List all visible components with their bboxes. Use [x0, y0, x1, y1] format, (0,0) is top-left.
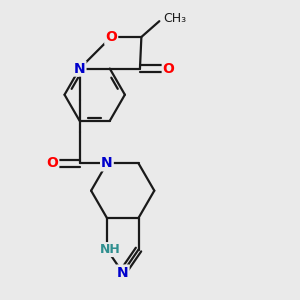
Text: O: O [163, 61, 175, 76]
Text: N: N [74, 61, 85, 76]
Text: O: O [46, 156, 58, 170]
Text: NH: NH [99, 243, 120, 256]
Text: N: N [101, 156, 113, 170]
Text: N: N [117, 266, 128, 280]
Text: O: O [105, 30, 117, 44]
Text: CH₃: CH₃ [163, 12, 186, 25]
